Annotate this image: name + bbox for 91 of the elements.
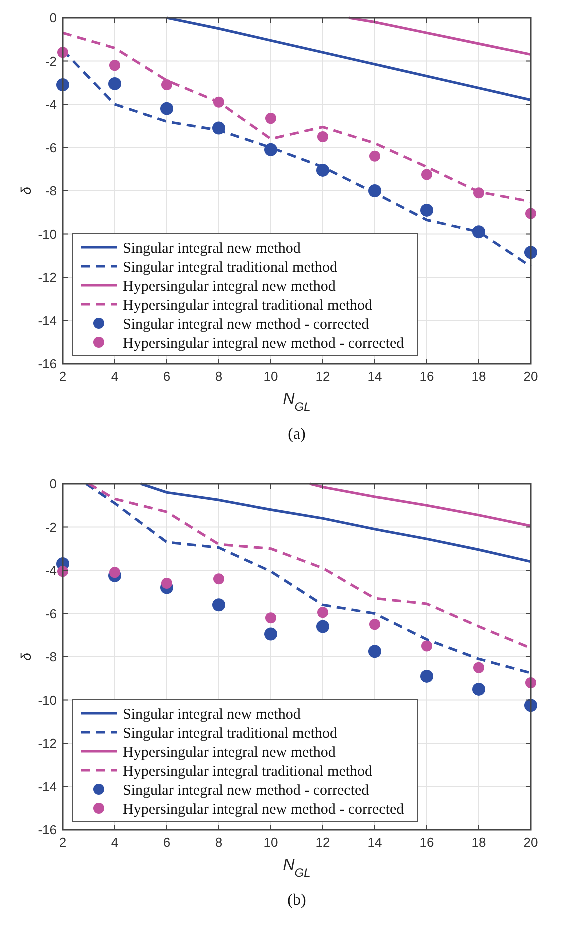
point <box>212 122 226 135</box>
y-axis-title: δ <box>18 186 34 195</box>
legend-label: Hypersingular integral new method <box>123 744 336 761</box>
x-tick-label: 2 <box>59 369 67 384</box>
x-tick-label: 18 <box>472 369 486 384</box>
point <box>108 77 122 90</box>
x-tick-label: 14 <box>368 369 382 384</box>
y-tick-label: -4 <box>45 563 57 578</box>
y-tick-label: -10 <box>38 226 57 242</box>
point <box>472 682 486 696</box>
text: (b) <box>288 892 306 909</box>
point <box>266 612 276 624</box>
point <box>214 96 224 108</box>
point <box>474 188 484 199</box>
x-tick-label: 14 <box>368 835 382 850</box>
legend-label: Singular integral new method <box>123 706 302 723</box>
point <box>316 620 330 634</box>
point <box>264 143 278 156</box>
legend-label: Hypersingular integral traditional method <box>123 764 374 780</box>
y-tick-label: -12 <box>38 270 57 286</box>
y-axis-title: δ <box>18 652 34 661</box>
y-tick-label: -16 <box>38 356 57 372</box>
x-tick-label: 20 <box>524 369 538 384</box>
point <box>264 628 278 641</box>
legend-label: Hypersingular integral traditional method <box>123 298 374 314</box>
point <box>420 204 434 217</box>
point <box>160 102 174 116</box>
y-tick-label: -8 <box>45 184 57 199</box>
point <box>420 670 434 683</box>
point <box>212 598 226 612</box>
point <box>472 226 486 239</box>
x-axis-title: N$_{GL}$ <box>283 857 311 880</box>
text: (a) <box>288 426 306 443</box>
y-tick-label: 0 <box>50 10 57 26</box>
x-tick-label: 16 <box>420 369 434 384</box>
legend-label: Singular integral new method <box>123 240 302 257</box>
x-tick-label: 12 <box>316 835 330 850</box>
x-tick-label: 6 <box>163 369 171 384</box>
y-tick-label: -10 <box>38 692 57 708</box>
line-series <box>62 32 532 204</box>
point <box>162 578 172 589</box>
y-tick-label: -12 <box>38 736 57 752</box>
point <box>368 184 382 198</box>
legend-label: Hypersingular integral new method - corrected <box>123 336 405 352</box>
point <box>422 169 432 180</box>
x-tick-label: 18 <box>472 835 486 850</box>
legend-label: Singular integral new method - corrected <box>123 316 370 333</box>
x-tick-label: 16 <box>420 835 434 850</box>
point <box>422 640 432 652</box>
x-tick-label: 10 <box>264 835 278 850</box>
line-series <box>348 16 532 56</box>
y-tick-label: -14 <box>38 313 57 328</box>
line-series <box>140 482 532 564</box>
x-tick-label: 6 <box>163 835 171 850</box>
legend-label: Hypersingular integral new method - corrected <box>123 802 405 818</box>
x-tick-label: 8 <box>215 369 223 384</box>
x-tick-label: 4 <box>111 835 119 850</box>
line-series <box>166 16 532 102</box>
y-tick-label: -2 <box>45 54 57 69</box>
point <box>368 645 382 658</box>
y-tick-label: -14 <box>38 779 57 794</box>
point <box>318 607 328 618</box>
y-tick-label: 0 <box>50 476 57 492</box>
x-tick-label: 8 <box>215 835 223 850</box>
x-tick-label: 4 <box>111 369 119 384</box>
legend-label: Singular integral traditional method <box>123 260 338 276</box>
point <box>370 619 380 630</box>
y-tick-label: -2 <box>45 520 57 535</box>
x-tick-label: 20 <box>524 835 538 850</box>
y-tick-label: -8 <box>45 650 57 665</box>
legend-label: Singular integral traditional method <box>123 726 338 742</box>
line-series <box>308 482 532 528</box>
y-tick-label: -6 <box>45 140 57 156</box>
y-tick-label: -16 <box>38 822 57 838</box>
x-axis-title: N$_{GL}$ <box>283 391 311 414</box>
x-tick-label: 12 <box>316 369 330 384</box>
point <box>214 574 224 585</box>
x-tick-label: 10 <box>264 369 278 384</box>
point <box>370 150 380 162</box>
x-tick-label: 2 <box>59 835 67 850</box>
legend-label: Singular integral new method - corrected <box>123 782 370 799</box>
point <box>318 131 328 142</box>
point <box>110 60 120 72</box>
point <box>316 164 330 177</box>
y-tick-label: -6 <box>45 606 57 622</box>
point <box>110 567 120 578</box>
point <box>474 662 484 674</box>
point <box>162 80 172 91</box>
y-tick-label: -4 <box>45 97 57 112</box>
point <box>266 113 276 124</box>
legend-label: Hypersingular integral new method <box>123 278 336 295</box>
